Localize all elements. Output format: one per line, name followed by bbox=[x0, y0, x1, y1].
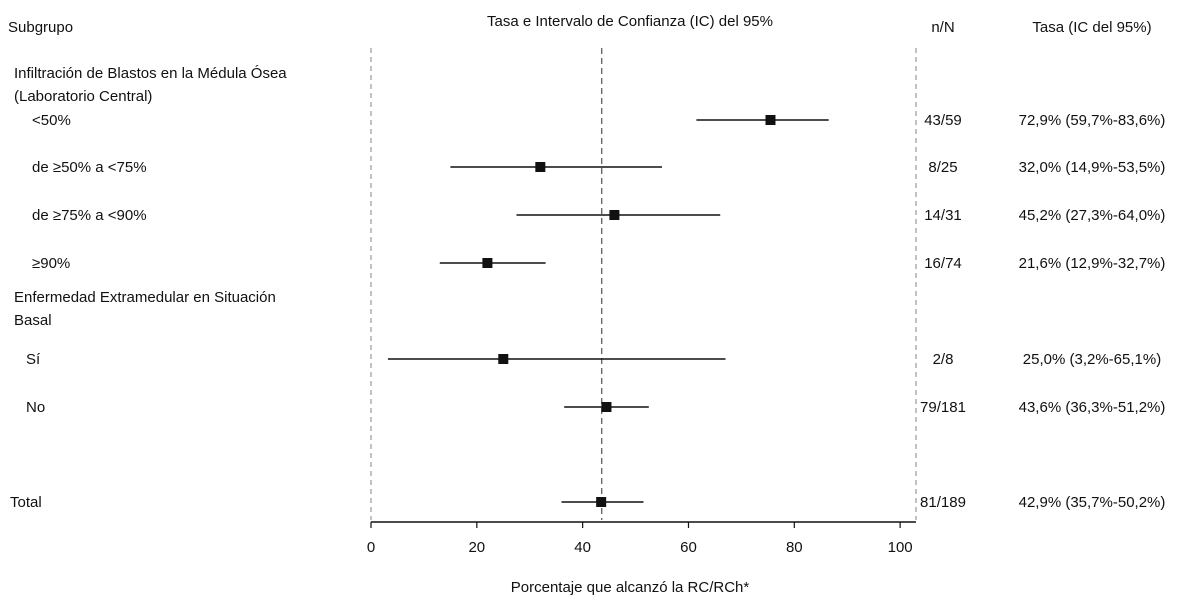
row-rate-ci: 42,9% (35,7%-50,2%) bbox=[1019, 494, 1166, 511]
row-rate-ci: 32,0% (14,9%-53,5%) bbox=[1019, 159, 1166, 176]
row-rate-ci: 45,2% (27,3%-64,0%) bbox=[1019, 207, 1166, 224]
x-tick-label: 80 bbox=[786, 539, 803, 556]
row-n-over-N: 8/25 bbox=[928, 159, 957, 176]
row-n-over-N: 43/59 bbox=[924, 112, 962, 129]
header-rate-ci: Tasa (IC del 95%) bbox=[1032, 19, 1151, 36]
header-subgroup: Subgrupo bbox=[8, 19, 73, 36]
rows-group: Infiltración de Blastos en la Médula Óse… bbox=[10, 65, 1165, 511]
header-plot-title: Tasa e Intervalo de Confianza (IC) del 9… bbox=[487, 13, 773, 30]
x-axis-ticks: 0 20 40 60 80 100 bbox=[367, 522, 913, 556]
point-estimate bbox=[596, 497, 607, 507]
row-label: Total bbox=[10, 494, 42, 511]
row-n-over-N: 16/74 bbox=[924, 255, 962, 272]
row-label: ≥90% bbox=[32, 255, 70, 272]
row-n-over-N: 2/8 bbox=[933, 351, 954, 368]
x-tick-label: 0 bbox=[367, 539, 375, 556]
row-label: <50% bbox=[32, 112, 71, 129]
row-label: de ≥75% a <90% bbox=[32, 207, 147, 224]
row-rate-ci: 72,9% (59,7%-83,6%) bbox=[1019, 112, 1166, 129]
point-estimate bbox=[609, 210, 620, 220]
point-estimate bbox=[498, 354, 509, 364]
x-tick-label: 60 bbox=[680, 539, 697, 556]
x-tick-label: 40 bbox=[574, 539, 591, 556]
x-tick-label: 20 bbox=[468, 539, 485, 556]
row-label: No bbox=[26, 399, 45, 416]
row-rate-ci: 25,0% (3,2%-65,1%) bbox=[1023, 351, 1161, 368]
row-n-over-N: 79/181 bbox=[920, 399, 966, 416]
row-n-over-N: 14/31 bbox=[924, 207, 962, 224]
header-n-over-N: n/N bbox=[931, 19, 954, 36]
group-heading: Infiltración de Blastos en la Médula Óse… bbox=[14, 65, 287, 82]
row-rate-ci: 43,6% (36,3%-51,2%) bbox=[1019, 399, 1166, 416]
row-rate-ci: 21,6% (12,9%-32,7%) bbox=[1019, 255, 1166, 272]
point-estimate bbox=[601, 402, 612, 412]
group-heading: (Laboratorio Central) bbox=[14, 88, 152, 105]
group-heading: Enfermedad Extramedular en Situación bbox=[14, 289, 276, 306]
x-axis-label: Porcentaje que alcanzó la RC/RCh* bbox=[511, 579, 750, 596]
group-heading: Basal bbox=[14, 312, 52, 329]
row-n-over-N: 81/189 bbox=[920, 494, 966, 511]
row-label: de ≥50% a <75% bbox=[32, 159, 147, 176]
x-tick-label: 100 bbox=[888, 539, 913, 556]
point-estimate bbox=[765, 115, 776, 125]
row-label: Sí bbox=[26, 351, 41, 368]
point-estimate bbox=[482, 258, 493, 268]
point-estimate bbox=[535, 162, 546, 172]
